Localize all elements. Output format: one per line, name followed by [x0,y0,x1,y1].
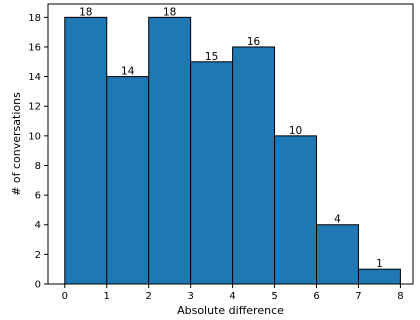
histogram-bar [274,135,318,285]
y-axis-label: # of conversations [10,92,23,196]
y-tick-label: 16 [28,42,41,53]
x-axis-ticks: 0 1 2 3 4 5 6 7 8 [62,284,404,302]
bar-value-label: 18 [163,6,176,18]
histogram-bar [106,76,150,285]
bar-value-label: 14 [121,66,135,78]
y-tick-label: 6 [35,191,41,202]
bar-value-label: 18 [79,6,92,18]
y-tick-label: 4 [35,220,41,231]
y-tick-label: 0 [35,280,41,291]
histogram-bar [64,16,108,285]
x-tick-label: 4 [229,291,235,302]
x-tick-label: 3 [187,291,193,302]
y-tick-label: 14 [28,72,41,83]
x-tick-label: 2 [146,291,152,302]
bar-value-label: 10 [289,125,302,137]
x-axis-label: Absolute difference [177,304,284,317]
y-tick-label: 12 [28,102,41,113]
bar-value-label: 1 [376,258,383,270]
y-axis-ticks: 0 2 4 6 8 10 12 14 16 18 [28,13,48,291]
bar-value-label: 4 [334,214,341,226]
x-tick-label: 7 [355,291,361,302]
x-tick-label: 5 [271,291,277,302]
bars-group [64,16,401,285]
y-tick-label: 10 [28,131,41,142]
x-tick-label: 1 [104,291,110,302]
histogram-bar [232,46,276,285]
bar-value-label: 16 [247,36,261,48]
y-tick-label: 18 [28,13,41,24]
plot-frame [47,3,414,285]
x-tick-label: 6 [313,291,319,302]
histogram-bar [316,224,359,285]
histogram-bar [357,268,401,285]
x-tick-label: 8 [397,291,403,302]
x-tick-label: 0 [62,291,68,302]
y-tick-label: 2 [35,250,41,261]
bar-labels-group: 18 14 18 15 16 10 4 1 [79,6,383,270]
y-tick-label: 8 [35,161,41,172]
histogram-bar [190,61,234,285]
histogram-bar [148,16,192,285]
bar-value-label: 15 [205,51,218,63]
